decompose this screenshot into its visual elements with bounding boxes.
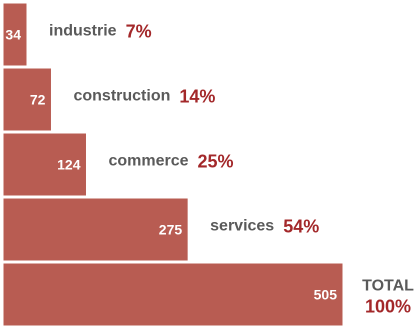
labels-layer: 34 industrie 7% 72 construction 14% 124 commerc…	[5, 22, 414, 317]
value-label-industrie: 34	[5, 27, 21, 43]
bars-layer	[2, 2, 344, 327]
category-label-construction: construction	[73, 88, 170, 105]
category-label-services: services	[210, 218, 274, 235]
bar-commerce	[2, 132, 87, 197]
bar-services	[2, 197, 189, 262]
total-percentage: 100%	[365, 297, 411, 317]
percentage-label-commerce: 25%	[198, 152, 234, 172]
total-label: TOTAL	[362, 278, 414, 295]
bar-industrie	[2, 2, 28, 67]
percentage-label-construction: 14%	[179, 87, 215, 107]
value-label-construction: 72	[30, 92, 46, 108]
percentage-label-services: 54%	[283, 217, 319, 237]
value-label-commerce: 124	[57, 157, 81, 173]
category-label-commerce: commerce	[108, 153, 188, 170]
bar-total	[2, 262, 344, 327]
bar-construction	[2, 67, 52, 132]
value-label-total: 505	[314, 287, 338, 303]
value-label-services: 275	[159, 222, 183, 238]
percentage-label-industrie: 7%	[126, 22, 152, 42]
category-label-industrie: industrie	[49, 23, 117, 40]
